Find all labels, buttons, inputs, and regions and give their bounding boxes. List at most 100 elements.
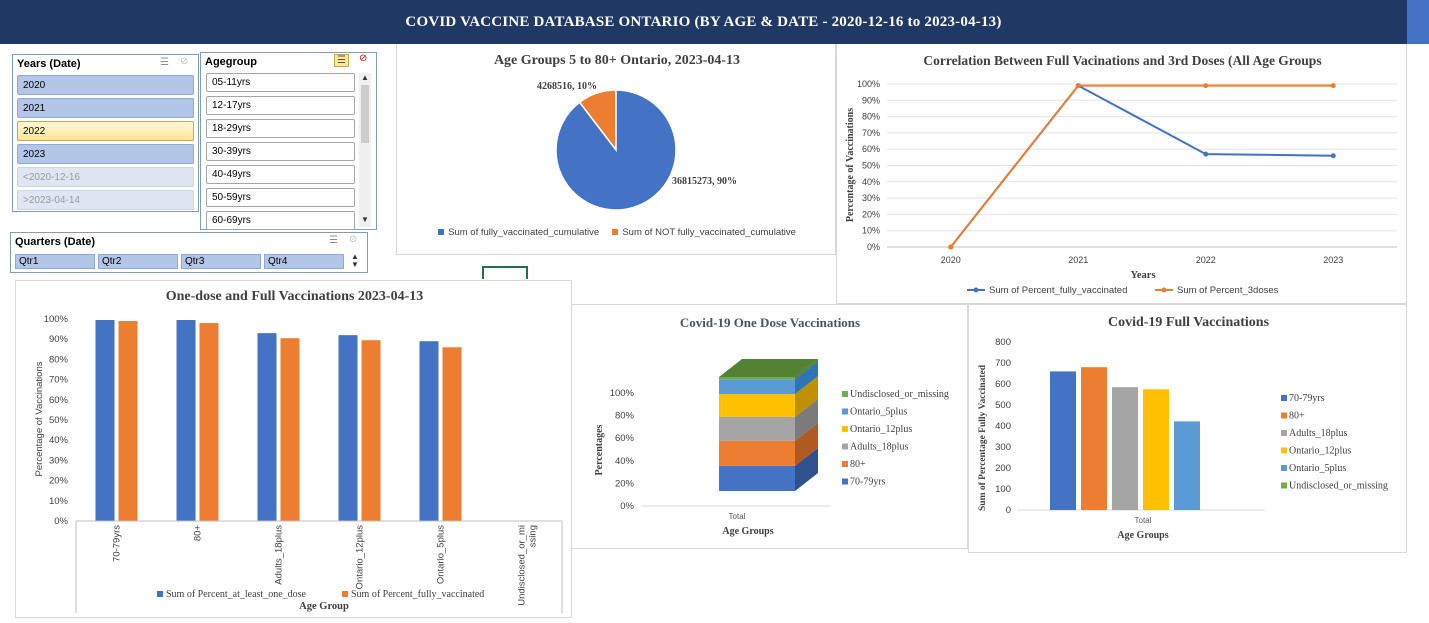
stacked-chart-panel: Covid-19 One Dose Vaccinations 0% 20% 40% 6… bbox=[572, 304, 968, 549]
stack-category-label: Total bbox=[729, 512, 746, 521]
year-item-20201216[interactable]: <2020-12-16 bbox=[17, 167, 194, 187]
agegroup-scrollbar[interactable]: ▲ ▼ bbox=[359, 73, 371, 227]
quarter-item-qtr2[interactable]: Qtr2 bbox=[98, 254, 178, 269]
full-y-tick-label: 0 bbox=[1006, 505, 1011, 516]
full-y-tick-label: 200 bbox=[995, 463, 1011, 474]
full-legend-swatch bbox=[1281, 482, 1287, 489]
scroll-up-icon[interactable]: ▲ bbox=[361, 73, 369, 82]
full-bar-Adults_18plus bbox=[1112, 387, 1138, 510]
full-x-axis-label: Age Groups bbox=[1117, 530, 1168, 541]
full-legend-swatch bbox=[1281, 447, 1287, 454]
full-legend-label: 80+ bbox=[1289, 411, 1305, 422]
agegroup-item-12-17yrs[interactable]: 12-17yrs bbox=[206, 96, 355, 115]
multi-select-icon[interactable]: ☰ bbox=[329, 235, 338, 246]
full-y-axis-label: Sum of Percentage Fully Vaccinated bbox=[978, 364, 988, 511]
stack-y-tick-label: 80% bbox=[615, 411, 635, 422]
stack-segment-front-Ontario_5plus bbox=[719, 379, 795, 395]
bar1-y-tick-label: 20% bbox=[49, 476, 69, 487]
full-chart-panel: Covid-19 Full Vaccinations 0 100 200 300 400… bbox=[968, 304, 1407, 553]
line-point bbox=[1330, 83, 1336, 89]
scroll-thumb[interactable] bbox=[361, 85, 369, 143]
clear-filter-icon[interactable]: ⊘ bbox=[359, 53, 368, 64]
bar1-bar-one-dose bbox=[176, 320, 196, 521]
agegroup-item-18-29yrs[interactable]: 18-29yrs bbox=[206, 119, 355, 138]
full-bar-Ontario_5plus bbox=[1174, 421, 1200, 510]
line-y-tick-label: 90% bbox=[862, 95, 880, 105]
banner-accent bbox=[1407, 0, 1429, 44]
years-slicer: Years (Date) ☰ ⊘ 2020 2021 2022 2023 <2020-1… bbox=[12, 54, 199, 212]
stack-legend-swatch bbox=[842, 461, 848, 467]
stacked-chart-svg: 0% 20% 40% 60% 80% 100% Total Age Groups Percent… bbox=[594, 359, 949, 537]
stack-y-tick-label: 0% bbox=[620, 501, 634, 512]
stack-y-tick-label: 60% bbox=[615, 433, 635, 444]
bar1-y-tick-label: 30% bbox=[49, 455, 69, 466]
full-legend-label: Adults_18plus bbox=[1289, 428, 1347, 439]
agegroup-item-40-49yrs[interactable]: 40-49yrs bbox=[206, 165, 355, 184]
dashboard-banner: COVID VACCINE DATABASE ONTARIO (BY AGE &… bbox=[0, 0, 1407, 44]
stack-segment-front-Undisclosed_or_missing bbox=[719, 377, 795, 380]
pie-slice-fully-vaccinated bbox=[555, 89, 677, 211]
bar1-x-tick-label: 70-79yrs bbox=[112, 525, 123, 562]
stack-segment-front-Adults_18plus bbox=[719, 416, 795, 441]
agegroup-item-05-11yrs[interactable]: 05-11yrs bbox=[206, 73, 355, 92]
bar1-legend-swatch bbox=[157, 591, 163, 597]
multi-select-icon[interactable]: ☰ bbox=[160, 57, 169, 68]
stack-y-axis-label: Percentages bbox=[594, 424, 605, 475]
bar1-x-tick-label: Undisclosed_or_mi bbox=[517, 525, 528, 606]
line-y-tick-label: 60% bbox=[862, 144, 880, 154]
full-y-tick-label: 800 bbox=[995, 337, 1011, 348]
pie-chart-panel: Age Groups 5 to 80+ Ontario, 2023-04-13 … bbox=[396, 44, 836, 255]
full-legend-swatch bbox=[1281, 412, 1287, 419]
year-item-2022[interactable]: 2022 bbox=[17, 121, 194, 141]
year-item-2020[interactable]: 2020 bbox=[17, 75, 194, 95]
line-legend-point bbox=[973, 287, 979, 293]
full-y-tick-label: 100 bbox=[995, 484, 1011, 495]
bar1-y-tick-label: 50% bbox=[49, 415, 69, 426]
bar1-y-tick-label: 70% bbox=[49, 375, 69, 386]
full-category-label: Total bbox=[1135, 516, 1152, 525]
agegroup-slicer: Agegroup ☰ ⊘ 05-11yrs 12-17yrs 18-29yrs 30-… bbox=[200, 52, 377, 230]
multi-select-icon[interactable]: ☰ bbox=[334, 54, 349, 67]
selected-cell[interactable] bbox=[482, 266, 528, 279]
stack-segment-side-Ontario_5plus bbox=[795, 361, 818, 395]
full-legend-label: 70-79yrs bbox=[1289, 393, 1325, 404]
stack-y-tick-label: 100% bbox=[610, 388, 635, 399]
agegroup-item-50-59yrs[interactable]: 50-59yrs bbox=[206, 188, 355, 207]
bar1-bar-one-dose bbox=[95, 320, 115, 521]
stack-legend-swatch bbox=[842, 391, 848, 397]
clear-filter-icon[interactable]: ⊘ bbox=[180, 56, 189, 67]
agegroup-item-60-69yrs[interactable]: 60-69yrs bbox=[206, 211, 355, 230]
years-slicer-title: Years (Date) bbox=[17, 58, 81, 70]
full-legend-label: Ontario_5plus bbox=[1289, 463, 1346, 474]
line-x-tick-label: 2022 bbox=[1196, 255, 1216, 265]
quarter-item-qtr1[interactable]: Qtr1 bbox=[15, 254, 95, 269]
full-y-tick-label: 400 bbox=[995, 421, 1011, 432]
year-item-2023[interactable]: 2023 bbox=[17, 144, 194, 164]
bar1-y-tick-label: 10% bbox=[49, 496, 69, 507]
bar1-bar-fully bbox=[118, 321, 138, 521]
quarter-item-qtr3[interactable]: Qtr3 bbox=[181, 254, 261, 269]
pie-chart-svg: 4268516, 10% 36815273, 90% bbox=[537, 81, 737, 211]
quarters-scroll-icon[interactable]: ▲ ▼ bbox=[351, 252, 359, 269]
dashboard-title: COVID VACCINE DATABASE ONTARIO (BY AGE &… bbox=[405, 13, 1002, 30]
clear-filter-icon[interactable]: ⊘ bbox=[349, 234, 358, 245]
agegroup-slicer-title: Agegroup bbox=[205, 56, 257, 68]
year-item-2021[interactable]: 2021 bbox=[17, 98, 194, 118]
stacked-chart-title: Covid-19 One Dose Vaccinations bbox=[679, 315, 861, 330]
agegroup-item-30-39yrs[interactable]: 30-39yrs bbox=[206, 142, 355, 161]
line-x-tick-label: 2021 bbox=[1068, 255, 1088, 265]
line-y-tick-label: 30% bbox=[862, 193, 880, 203]
bar1-x-tick-label: Ontario_12plus bbox=[355, 525, 366, 590]
bar1-legend-label: Sum of Percent_at_least_one_dose bbox=[166, 589, 307, 600]
line-chart-title: Correlation Between Full Vacinations and… bbox=[923, 53, 1322, 68]
year-item-20230414[interactable]: >2023-04-14 bbox=[17, 190, 194, 210]
line-y-tick-label: 20% bbox=[862, 209, 880, 219]
stack-segment-front-Ontario_12plus bbox=[719, 394, 795, 417]
stack-segment-side-Adults_18plus bbox=[795, 398, 818, 441]
bar1-y-tick-label: 100% bbox=[44, 314, 69, 325]
scroll-down-icon[interactable]: ▼ bbox=[361, 215, 369, 224]
legend-not-fully-vaccinated: Sum of NOT fully_vaccinated_cumulative bbox=[612, 227, 796, 238]
line-point bbox=[1075, 83, 1081, 89]
quarter-item-qtr4[interactable]: Qtr4 bbox=[264, 254, 344, 269]
line-x-tick-label: 2023 bbox=[1323, 255, 1343, 265]
